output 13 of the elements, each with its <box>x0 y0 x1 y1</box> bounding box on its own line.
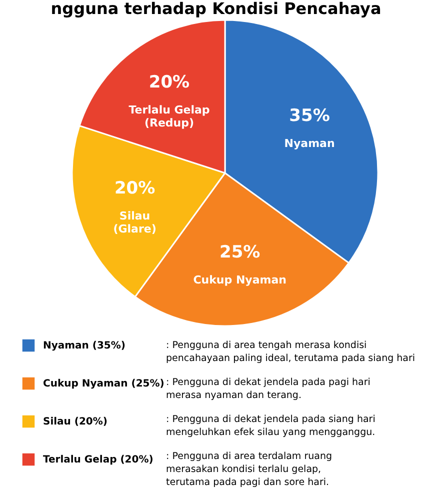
legend-label: Nyaman (35%) <box>43 340 126 352</box>
legend-label: Cukup Nyaman (25%) <box>43 378 164 390</box>
text: 35% Nyaman <box>284 106 335 150</box>
text: : Pengguna di area tengah merasa kondisi pencahayaan paling ideal, terutama pada siang hari <box>166 340 416 364</box>
legend-label: Terlalu Gelap (20%) <box>43 454 154 466</box>
text: : Pengguna di area terdalam ruang merasakan kondisi terlalu gelap, terutama pada pagi dan sore hari. <box>166 451 332 488</box>
text: : Pengguna di dekat jendela pada pagi hari merasa nyaman dan terang. <box>166 377 370 401</box>
legend-label: Silau (20%) <box>43 416 108 428</box>
text: 20% Terlalu Gelap (Redup) <box>128 72 210 130</box>
chart-title: ngguna terhadap Kondisi Pencahaya <box>50 0 382 18</box>
text: 20% Silau (Glare) <box>113 178 156 236</box>
text: : Pengguna di dekat jendela pada siang hari mengeluhkan efek silau yang mengganggu. <box>166 414 376 438</box>
text: 25% Cukup Nyaman <box>193 242 286 287</box>
